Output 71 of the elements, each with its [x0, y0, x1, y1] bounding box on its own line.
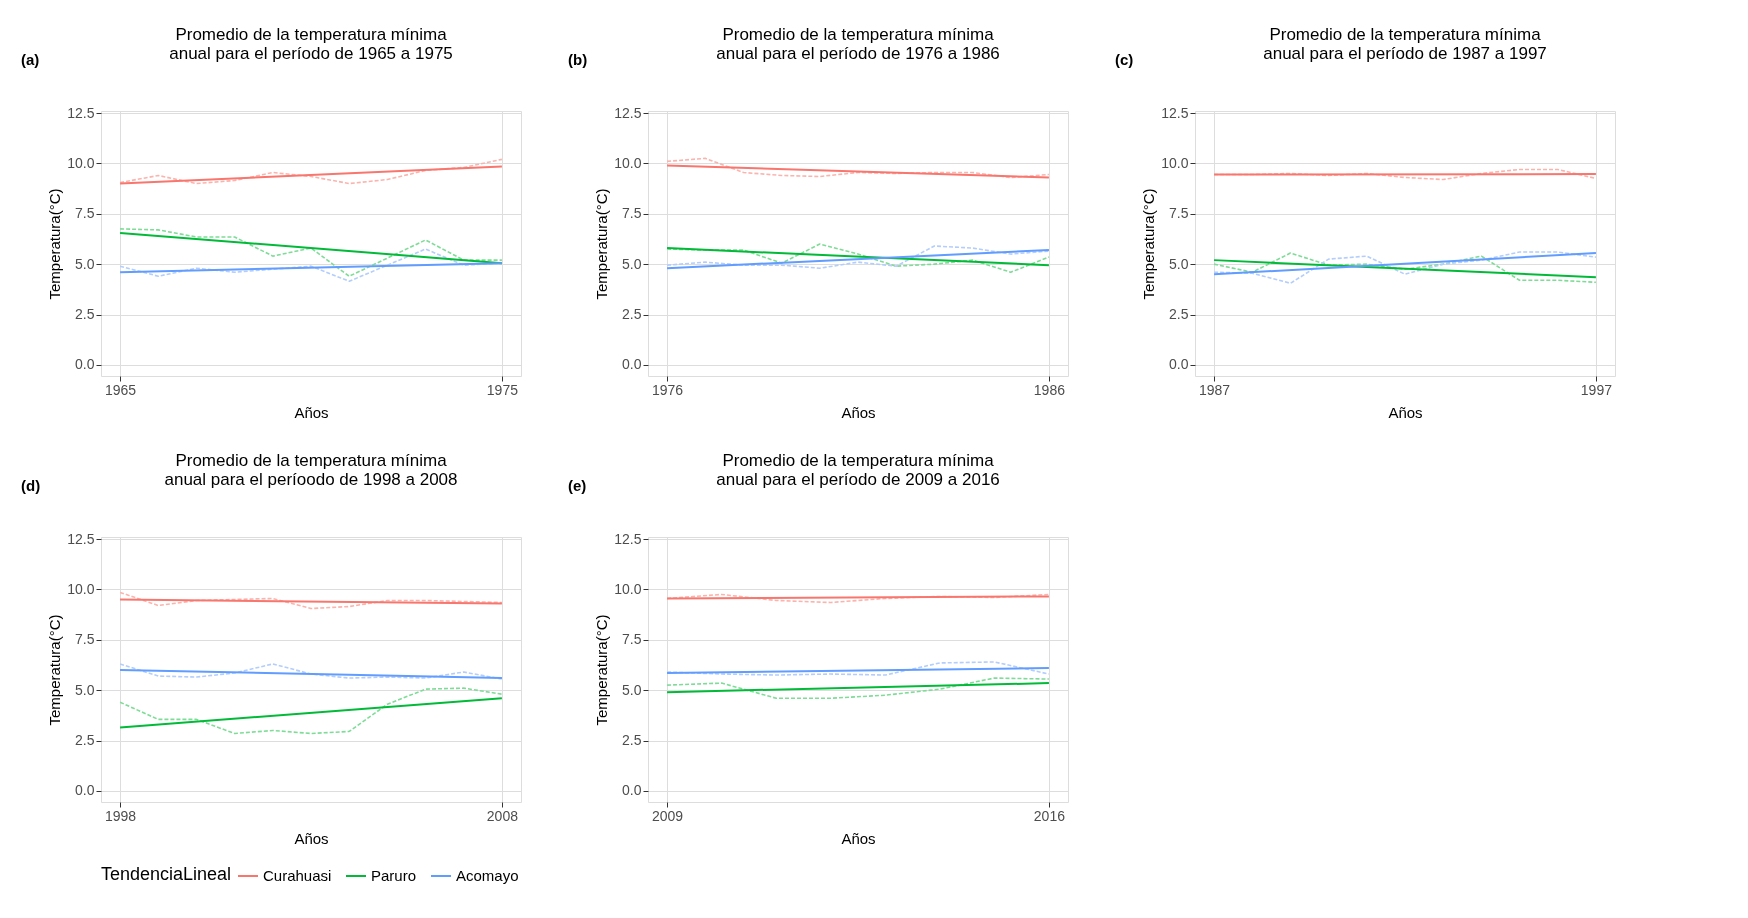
- y-tick-label: 7.5: [1169, 205, 1189, 222]
- x-tick-label: 1975: [486, 381, 519, 398]
- y-tick-label: 12.5: [67, 104, 95, 121]
- line-series: [666, 677, 1050, 700]
- x-tick-label: 2009: [652, 807, 684, 824]
- y-tick-label: 0.0: [75, 782, 95, 799]
- y-tick-label: 2.5: [75, 732, 95, 749]
- x-axis-title: Años: [841, 403, 876, 421]
- text: (d): [21, 477, 41, 494]
- chart-title: Promedio de la temperatura mínima anual para el período de 2009 a 2016: [716, 451, 1000, 489]
- line-series: [666, 157, 1050, 179]
- x-axis-title: Años: [294, 403, 329, 421]
- y-tick-label: 10.0: [1161, 154, 1189, 171]
- y-axis-title: Temperatura(°C): [593, 614, 611, 726]
- legend-label: Curahuasi: [263, 867, 332, 884]
- text: (c): [1115, 51, 1134, 68]
- y-axis-title: Temperatura(°C): [46, 188, 64, 300]
- chart-title: Promedio de la temperatura mínima anual para el período de 1987 a 1997: [1263, 25, 1547, 63]
- text: (e): [568, 477, 587, 494]
- y-tick-label: 2.5: [75, 306, 95, 323]
- text: (a): [21, 51, 40, 68]
- x-tick-label: 1997: [1580, 381, 1613, 398]
- y-axis-title: Temperatura(°C): [1140, 188, 1158, 300]
- text: (b): [568, 51, 588, 68]
- legend-label: Paruro: [371, 867, 417, 884]
- line-series: [119, 663, 503, 680]
- line-series: [119, 228, 503, 278]
- y-tick-label: 12.5: [67, 530, 95, 547]
- x-tick-label: 1976: [652, 381, 684, 398]
- y-axis-title: Temperatura(°C): [593, 188, 611, 300]
- y-tick-label: 5.0: [75, 681, 95, 698]
- y-tick-label: 5.0: [1169, 255, 1189, 272]
- x-tick-label: 1965: [105, 381, 137, 398]
- y-tick-label: 7.5: [622, 205, 642, 222]
- y-tick-label: 12.5: [614, 104, 642, 121]
- x-tick-label: 1998: [105, 807, 137, 824]
- chart-title: Promedio de la temperatura mínima anual para el períoodo de 1998 a 2008: [164, 451, 458, 489]
- y-tick-label: 7.5: [75, 631, 95, 648]
- y-tick-label: 7.5: [75, 205, 95, 222]
- y-tick-label: 0.0: [75, 356, 95, 373]
- chart-title: Promedio de la temperatura mínima anual para el período de 1965 a 1975: [169, 25, 453, 63]
- line-series: [119, 158, 503, 185]
- legend-title: TendenciaLineal: [101, 864, 232, 884]
- x-tick-label: 1987: [1199, 381, 1231, 398]
- legend-label: Acomayo: [456, 867, 519, 884]
- x-axis-title: Años: [294, 829, 329, 847]
- x-tick-label: 2008: [486, 807, 519, 824]
- x-tick-label: 2016: [1033, 807, 1066, 824]
- y-tick-label: 10.0: [614, 154, 642, 171]
- y-tick-label: 0.0: [622, 356, 642, 373]
- y-tick-label: 5.0: [622, 681, 642, 698]
- y-tick-label: 5.0: [75, 255, 95, 272]
- y-tick-label: 2.5: [622, 306, 642, 323]
- y-axis-title: Temperatura(°C): [46, 614, 64, 726]
- y-tick-label: 2.5: [1169, 306, 1189, 323]
- y-tick-label: 5.0: [622, 255, 642, 272]
- y-tick-label: 10.0: [67, 154, 95, 171]
- y-tick-label: 12.5: [614, 530, 642, 547]
- line-series: [119, 687, 503, 735]
- y-tick-label: 0.0: [622, 782, 642, 799]
- y-tick-label: 7.5: [622, 631, 642, 648]
- y-tick-label: 10.0: [67, 580, 95, 597]
- y-tick-label: 2.5: [622, 732, 642, 749]
- x-tick-label: 1986: [1033, 381, 1066, 398]
- chart-title: Promedio de la temperatura mínima anual para el período de 1976 a 1986: [716, 25, 1000, 63]
- x-axis-title: Años: [841, 829, 876, 847]
- y-tick-label: 10.0: [614, 580, 642, 597]
- x-axis-title: Años: [1388, 403, 1423, 421]
- y-tick-label: 12.5: [1161, 104, 1189, 121]
- line-series: [666, 661, 1050, 676]
- y-tick-label: 0.0: [1169, 356, 1189, 373]
